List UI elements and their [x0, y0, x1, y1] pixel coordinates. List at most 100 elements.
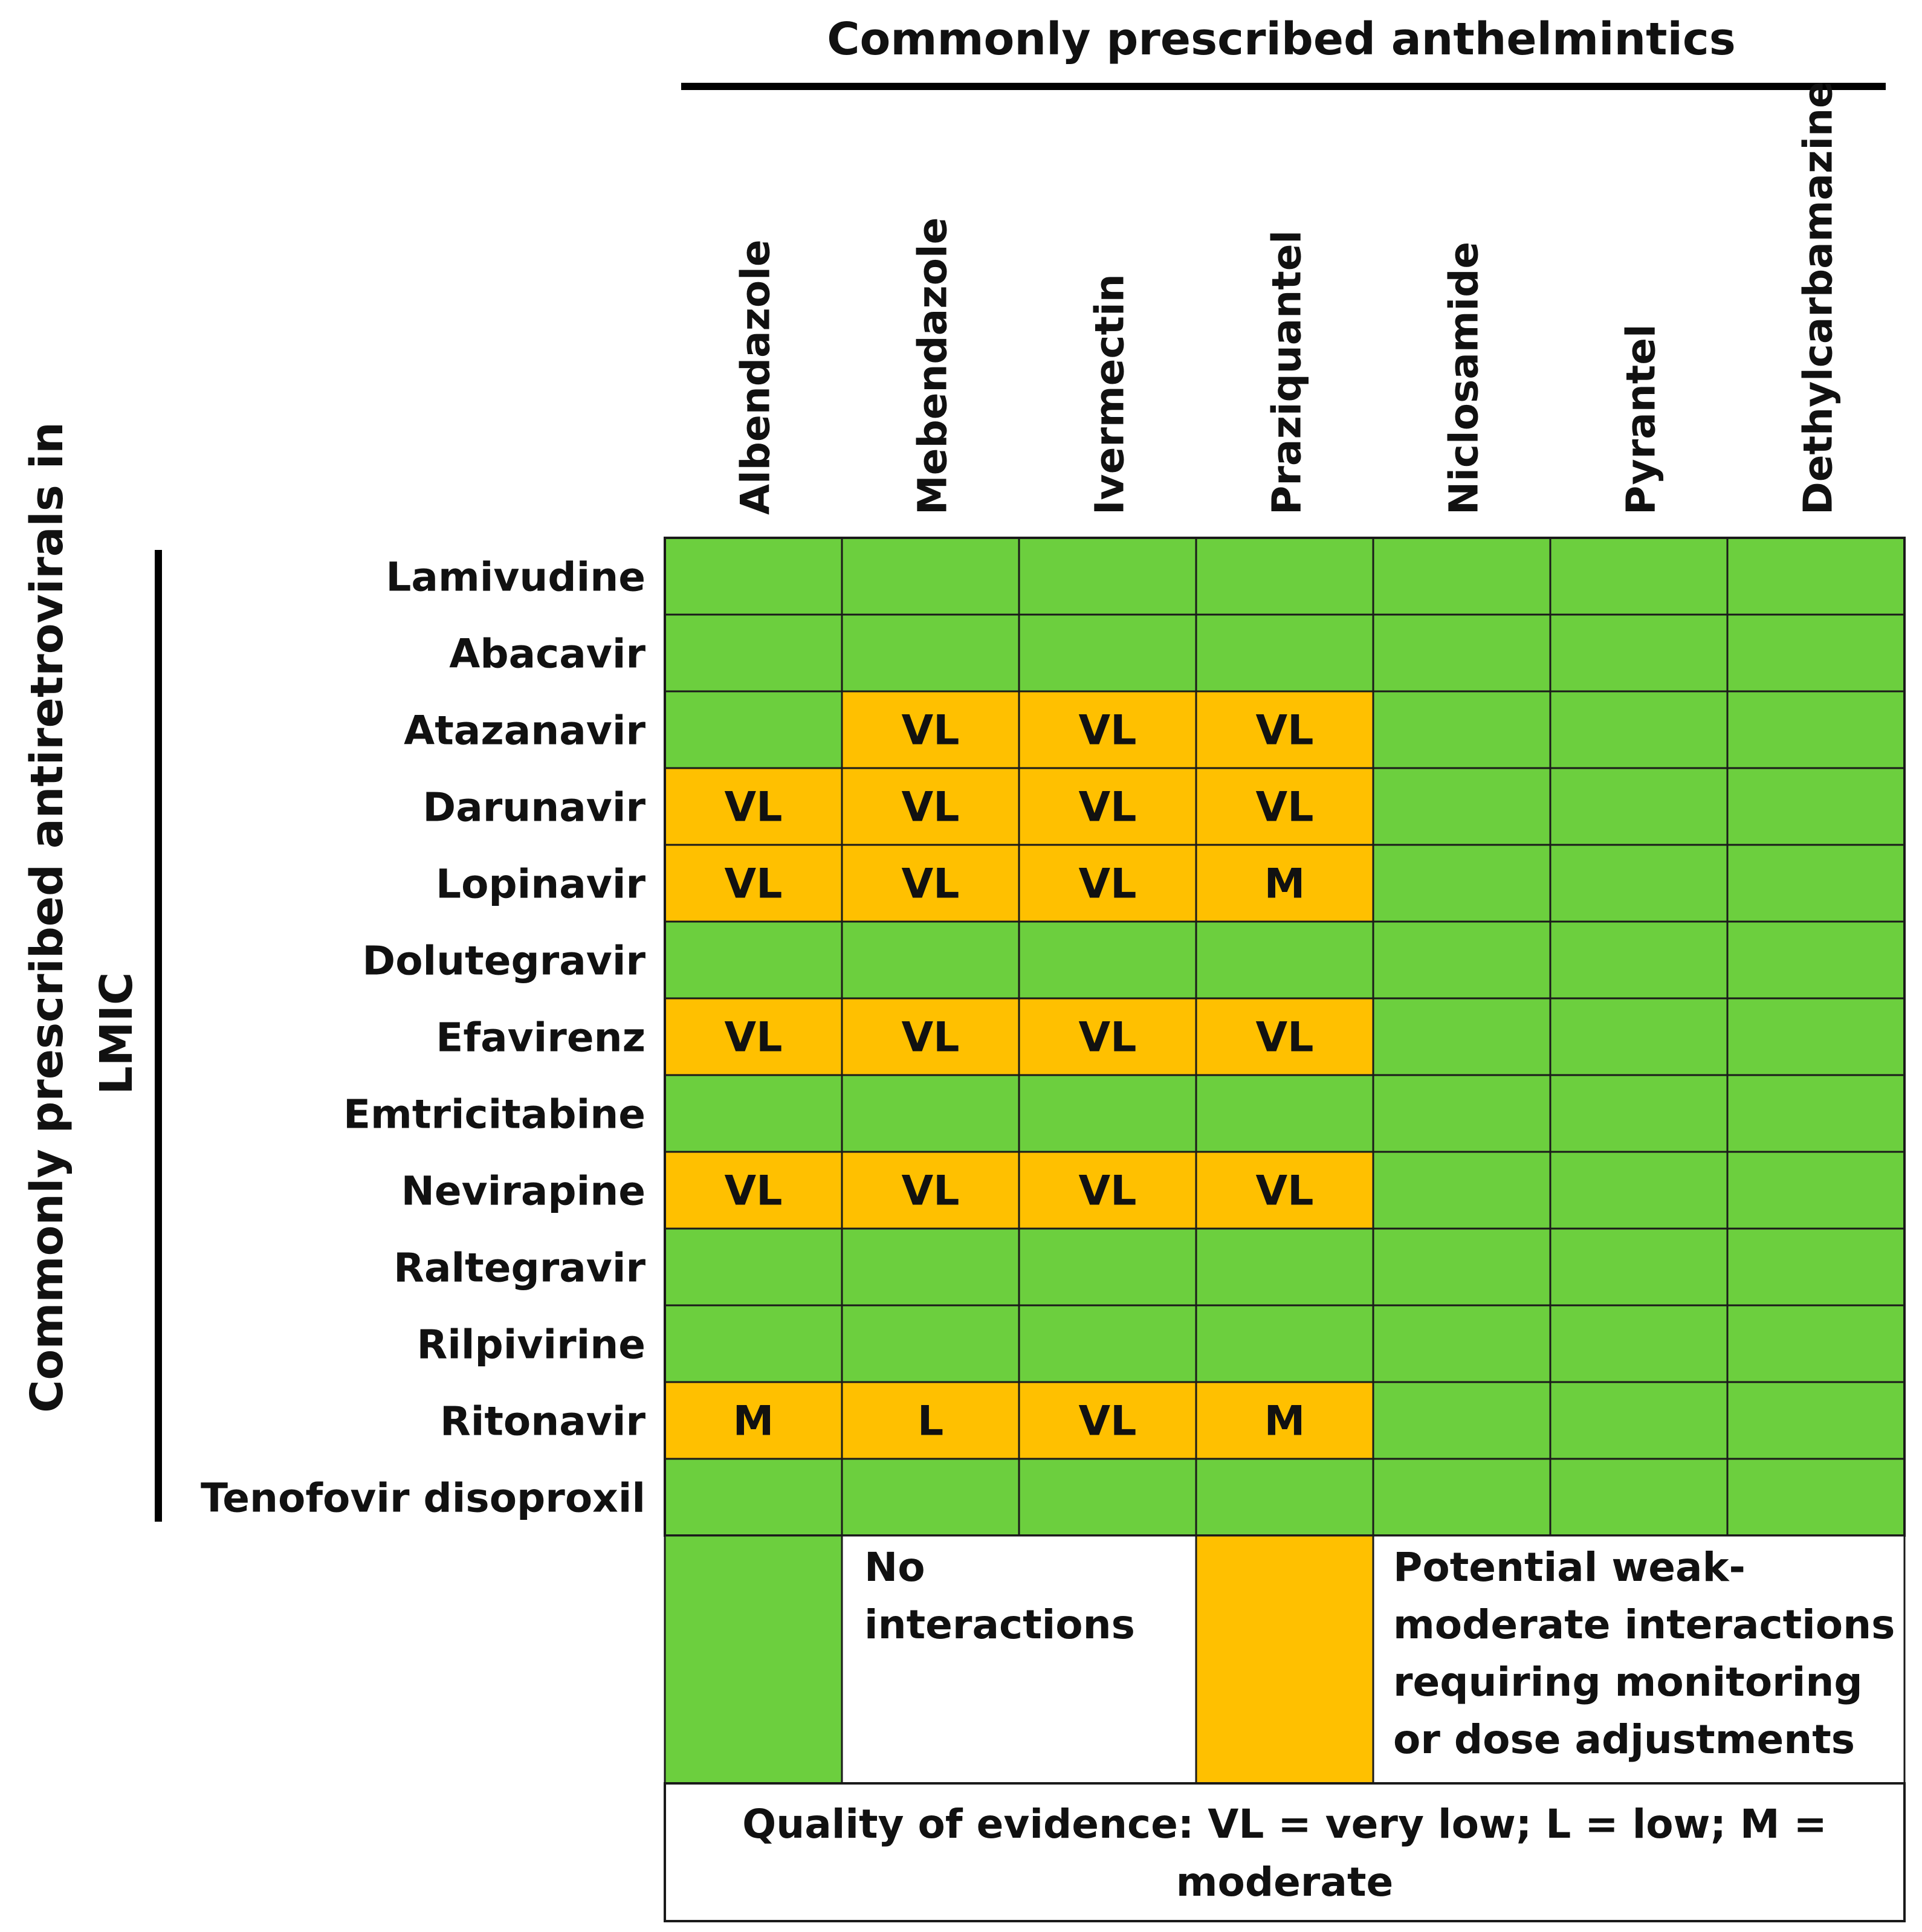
matrix-cell	[1549, 1458, 1729, 1537]
matrix-cell	[841, 1227, 1020, 1307]
matrix-cell	[841, 537, 1020, 616]
matrix-cell	[1195, 844, 1374, 923]
evidence-label: VL	[725, 861, 783, 908]
evidence-label: VL	[1256, 1014, 1314, 1062]
matrix-cell	[664, 613, 843, 693]
evidence-label: VL	[1256, 707, 1314, 755]
matrix-cell	[1018, 1304, 1197, 1383]
evidence-label: VL	[1079, 784, 1137, 832]
matrix-cell	[1195, 690, 1374, 769]
matrix-cell	[1372, 613, 1552, 693]
column-header: Niclosamide	[1441, 242, 1487, 515]
row-label: Dolutegravir	[362, 938, 646, 984]
legend-orange-text: or dose adjustments	[1393, 1716, 1855, 1763]
matrix-cell	[1195, 997, 1374, 1076]
matrix-cell	[1549, 1381, 1729, 1460]
matrix-cell	[1195, 1227, 1374, 1307]
matrix-cell	[841, 1381, 1020, 1460]
matrix-cell	[1018, 997, 1197, 1076]
matrix-cell	[841, 690, 1020, 769]
legend-orange-box	[1372, 1534, 1906, 1785]
matrix-cell	[841, 1074, 1020, 1153]
matrix-cell	[1726, 537, 1906, 616]
evidence-label: VL	[1079, 707, 1137, 755]
matrix-cell	[664, 1227, 843, 1307]
matrix-cell	[1372, 920, 1552, 1000]
matrix-cell	[1372, 1304, 1552, 1383]
legend-green-box	[841, 1534, 1197, 1785]
legend-orange-text: requiring monitoring	[1393, 1659, 1863, 1705]
matrix-cell	[841, 1458, 1020, 1537]
matrix-cell	[1549, 613, 1729, 693]
evidence-label: VL	[1079, 1014, 1137, 1062]
matrix-cell	[1549, 1151, 1729, 1230]
matrix-cell	[1195, 1074, 1374, 1153]
matrix-cell	[841, 1304, 1020, 1383]
evidence-label: VL	[902, 1014, 960, 1062]
matrix-cell	[1195, 767, 1374, 846]
evidence-label: VL	[1079, 861, 1137, 908]
matrix-cell	[1549, 767, 1729, 846]
matrix-cell	[1018, 1227, 1197, 1307]
matrix-cell	[1018, 767, 1197, 846]
row-label: Darunavir	[422, 784, 646, 831]
evidence-note-text: moderate	[1176, 1859, 1394, 1905]
matrix-cell	[664, 1304, 843, 1383]
column-header: Ivermectin	[1087, 274, 1133, 515]
matrix-cell	[1195, 537, 1374, 616]
matrix-cell	[1372, 1227, 1552, 1307]
column-header: Albendazole	[733, 239, 779, 515]
row-axis-label: Commonly prescribed antiretrovirals in	[21, 422, 73, 1413]
matrix-cell	[1726, 1074, 1906, 1153]
matrix-cell	[1372, 1151, 1552, 1230]
matrix-cell	[1018, 537, 1197, 616]
matrix-cell	[1549, 1074, 1729, 1153]
legend-orange-swatch	[1195, 1534, 1374, 1785]
matrix-cell	[1726, 1458, 1906, 1537]
column-header: Praziquantel	[1264, 230, 1310, 515]
matrix-cell	[1195, 920, 1374, 1000]
matrix-cell	[1018, 1151, 1197, 1230]
column-header: Pyrantel	[1618, 324, 1665, 515]
row-label: Raltegravir	[393, 1245, 646, 1291]
matrix-cell	[1195, 613, 1374, 693]
matrix-cell	[1549, 1227, 1729, 1307]
matrix-cell	[1018, 690, 1197, 769]
row-label: Efavirenz	[436, 1015, 646, 1061]
matrix-cell	[1549, 690, 1729, 769]
matrix-cell	[1372, 537, 1552, 616]
row-label: Ritonavir	[440, 1398, 646, 1445]
row-label: Atazanavir	[404, 708, 646, 754]
matrix-cell	[664, 920, 843, 1000]
evidence-label: VL	[1079, 1168, 1137, 1215]
legend-green-swatch	[664, 1534, 843, 1785]
matrix-cell	[1726, 997, 1906, 1076]
legend-orange-text: Potential weak-	[1393, 1544, 1746, 1591]
column-header: Dethylcarbamazine	[1795, 81, 1842, 515]
evidence-label: M	[1264, 1398, 1306, 1446]
evidence-label: L	[917, 1398, 943, 1446]
evidence-note-text: Quality of evidence: VL = very low; L = …	[742, 1801, 1827, 1847]
evidence-label: VL	[1256, 1168, 1314, 1215]
evidence-label: VL	[725, 784, 783, 832]
matrix-cell	[1372, 844, 1552, 923]
matrix-cell	[1018, 920, 1197, 1000]
legend-orange-text: moderate interactions	[1393, 1601, 1895, 1648]
matrix-cell	[841, 920, 1020, 1000]
matrix-cell	[1372, 1074, 1552, 1153]
matrix-cell	[664, 997, 843, 1076]
matrix-cell	[1549, 1304, 1729, 1383]
matrix-cell	[1726, 920, 1906, 1000]
row-label: Nevirapine	[401, 1168, 646, 1215]
matrix-cell	[1726, 1151, 1906, 1230]
matrix-cell	[1195, 1458, 1374, 1537]
evidence-label: VL	[902, 1168, 960, 1215]
evidence-label: VL	[902, 707, 960, 755]
matrix-cell	[1018, 613, 1197, 693]
matrix-cell	[1549, 537, 1729, 616]
matrix-cell	[664, 1074, 843, 1153]
evidence-label: VL	[902, 784, 960, 832]
matrix-cell	[1018, 1458, 1197, 1537]
matrix-cell	[664, 537, 843, 616]
